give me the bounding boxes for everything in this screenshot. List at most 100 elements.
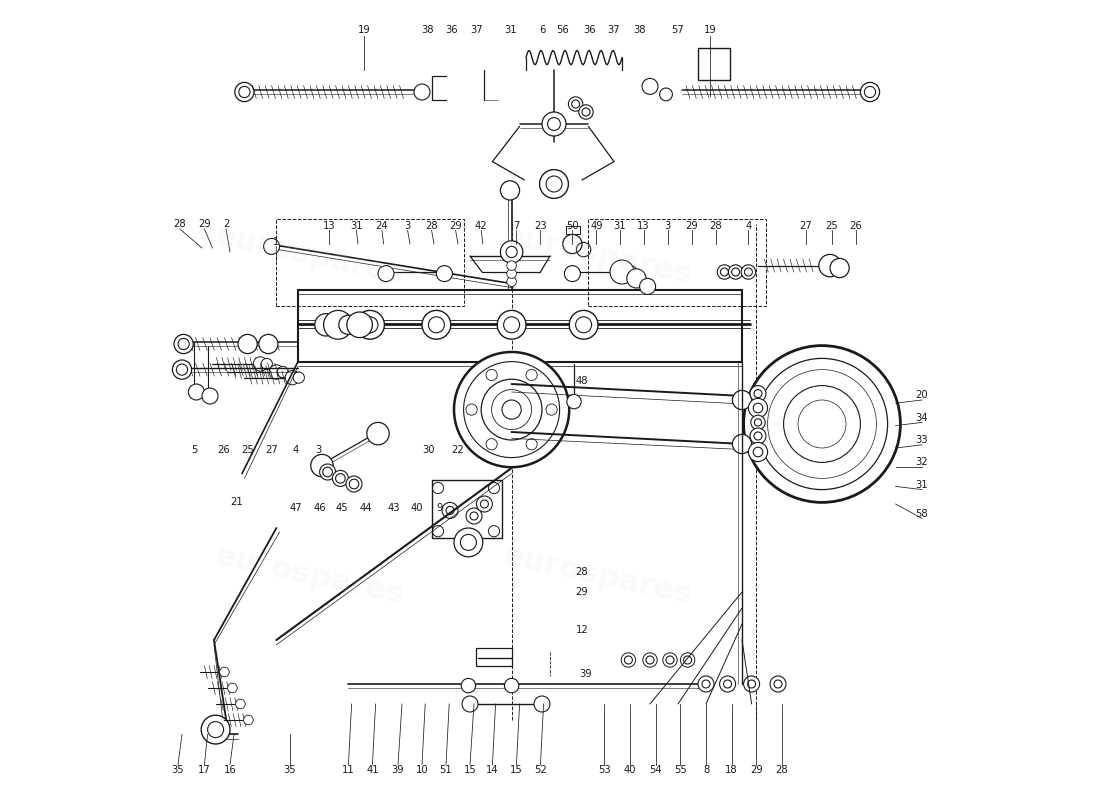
Circle shape [235, 699, 245, 709]
Text: eurospares: eurospares [212, 542, 407, 610]
Text: 58: 58 [915, 509, 928, 518]
Circle shape [378, 266, 394, 282]
FancyBboxPatch shape [698, 48, 730, 80]
Text: 14: 14 [486, 765, 498, 774]
Text: 19: 19 [358, 26, 371, 35]
Circle shape [642, 78, 658, 94]
Circle shape [505, 678, 519, 693]
Circle shape [243, 715, 253, 725]
Text: 26: 26 [217, 445, 230, 454]
Text: 42: 42 [475, 221, 487, 230]
Circle shape [466, 404, 477, 415]
Text: 3: 3 [664, 221, 671, 230]
Text: 38: 38 [634, 26, 646, 35]
Circle shape [466, 508, 482, 524]
Circle shape [507, 261, 516, 270]
Circle shape [346, 476, 362, 492]
Text: 36: 36 [446, 26, 458, 35]
Circle shape [500, 181, 519, 200]
Text: 55: 55 [674, 765, 686, 774]
Text: 44: 44 [360, 503, 372, 513]
Circle shape [744, 676, 760, 692]
Text: 1: 1 [273, 237, 279, 246]
Text: 28: 28 [776, 765, 789, 774]
Circle shape [681, 653, 695, 667]
Circle shape [311, 454, 333, 477]
Circle shape [569, 310, 598, 339]
Circle shape [422, 310, 451, 339]
Circle shape [486, 370, 497, 381]
Text: 13: 13 [637, 221, 650, 230]
Circle shape [770, 676, 786, 692]
Circle shape [569, 97, 583, 111]
Circle shape [860, 82, 880, 102]
Circle shape [542, 112, 566, 136]
Text: 17: 17 [198, 765, 211, 774]
Text: 40: 40 [624, 765, 636, 774]
Text: 29: 29 [575, 587, 589, 597]
Circle shape [750, 386, 766, 402]
Circle shape [642, 653, 657, 667]
Text: 6: 6 [540, 26, 546, 35]
Circle shape [461, 678, 475, 693]
Text: 13: 13 [323, 221, 336, 230]
Text: 28: 28 [710, 221, 722, 230]
Circle shape [339, 315, 358, 334]
Text: 35: 35 [284, 765, 296, 774]
Circle shape [264, 238, 279, 254]
Circle shape [526, 438, 537, 450]
Text: 5: 5 [190, 445, 197, 454]
Circle shape [733, 434, 751, 454]
Text: 16: 16 [223, 765, 236, 774]
Circle shape [355, 310, 384, 339]
Circle shape [454, 528, 483, 557]
Text: 56: 56 [557, 26, 569, 35]
Text: 34: 34 [915, 413, 928, 422]
Text: 4: 4 [746, 221, 751, 230]
Circle shape [750, 428, 766, 444]
Text: 18: 18 [725, 765, 738, 774]
Text: 49: 49 [590, 221, 603, 230]
Circle shape [639, 278, 656, 294]
Circle shape [277, 366, 288, 378]
Text: 41: 41 [366, 765, 378, 774]
Circle shape [627, 269, 646, 288]
Text: 37: 37 [470, 26, 483, 35]
Circle shape [502, 400, 521, 419]
Circle shape [698, 676, 714, 692]
Circle shape [481, 379, 542, 440]
Text: 28: 28 [174, 219, 186, 229]
Circle shape [486, 438, 497, 450]
Circle shape [566, 394, 581, 409]
Text: 31: 31 [505, 26, 517, 35]
Text: 31: 31 [915, 480, 928, 490]
Text: 29: 29 [750, 765, 762, 774]
Circle shape [238, 334, 257, 354]
Circle shape [346, 312, 373, 338]
Text: 27: 27 [265, 445, 278, 454]
Text: 24: 24 [376, 221, 388, 230]
Circle shape [442, 502, 458, 518]
Circle shape [751, 415, 766, 430]
Text: 26: 26 [849, 221, 862, 230]
Text: 21: 21 [230, 498, 243, 507]
Text: 2: 2 [223, 219, 229, 229]
Text: 15: 15 [510, 765, 522, 774]
Text: 25: 25 [241, 445, 254, 454]
Text: 47: 47 [289, 503, 301, 513]
Circle shape [476, 496, 493, 512]
Text: 12: 12 [575, 626, 589, 635]
Circle shape [741, 265, 756, 279]
Text: 48: 48 [575, 376, 589, 386]
Circle shape [728, 265, 743, 279]
Circle shape [454, 352, 569, 467]
Text: 50: 50 [566, 221, 579, 230]
Text: 4: 4 [293, 445, 299, 454]
Text: 9: 9 [437, 503, 443, 513]
Circle shape [540, 170, 569, 198]
Text: 22: 22 [452, 445, 464, 454]
Text: 31: 31 [350, 221, 363, 230]
Text: 8: 8 [703, 765, 710, 774]
Circle shape [188, 384, 205, 400]
Circle shape [563, 234, 582, 254]
